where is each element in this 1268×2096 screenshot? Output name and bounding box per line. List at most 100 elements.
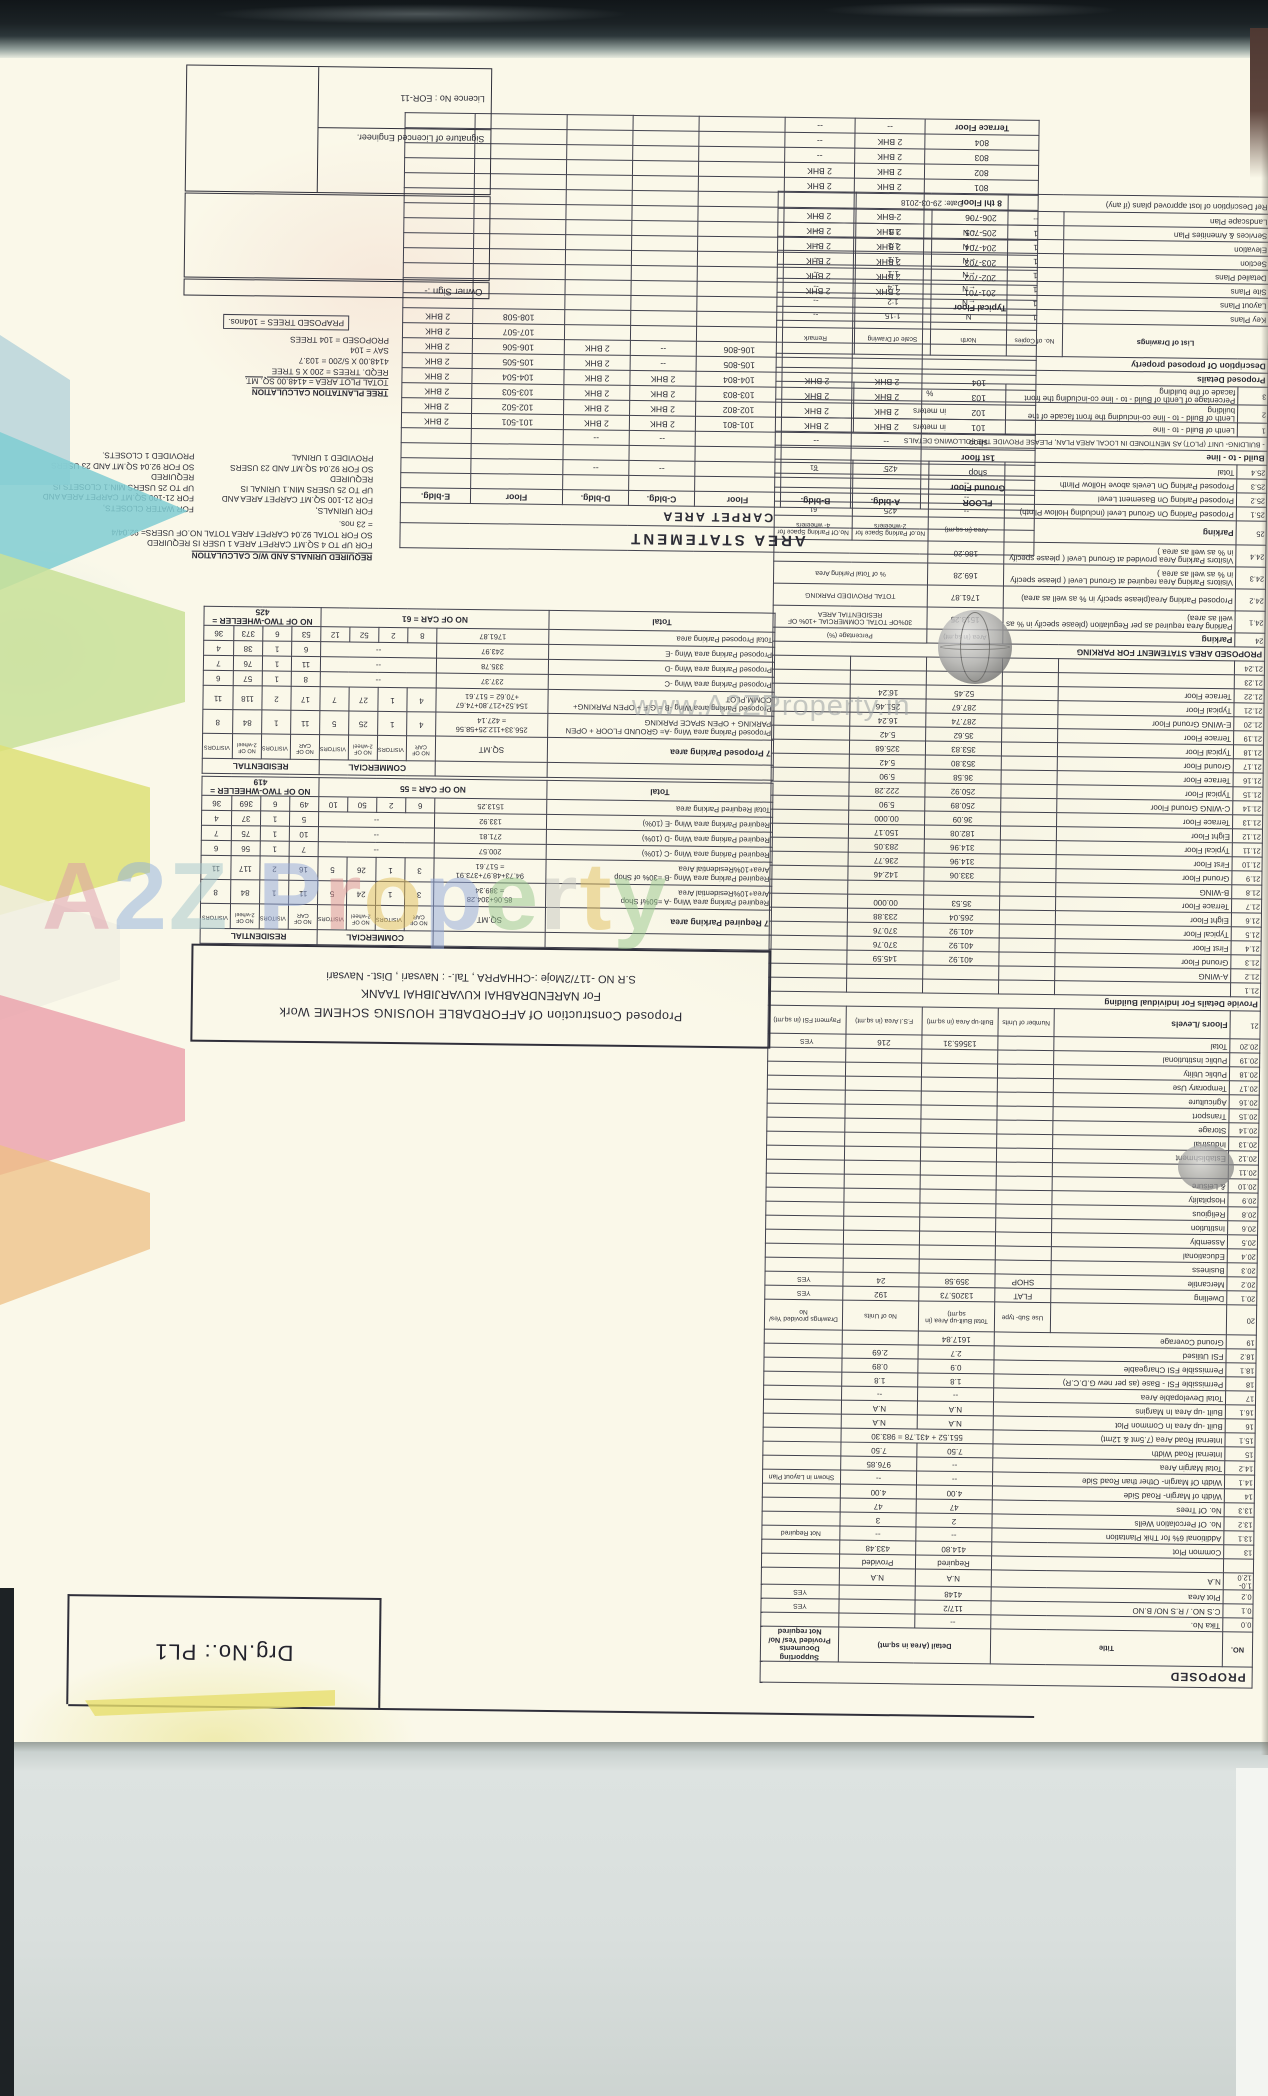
table-cell: 101-801 — [695, 416, 782, 433]
table-cell — [400, 442, 472, 459]
table-cell — [1223, 1559, 1254, 1574]
table-cell: 2 BHK — [781, 417, 852, 434]
table-cell: Total Margin Area — [992, 1458, 1225, 1476]
table-cell: 47 — [916, 1499, 993, 1515]
table-cell — [763, 1343, 843, 1359]
table-cell: 7 — [201, 825, 232, 841]
table-cell: 2 BHK — [783, 222, 854, 239]
table-cell: Tika No. — [990, 1614, 1223, 1632]
table-cell: E-bldg. — [400, 487, 471, 504]
table-cell: % of Total Parking Area — [773, 561, 928, 586]
table-cell: N.A — [841, 1414, 918, 1430]
table-cell — [843, 1188, 921, 1204]
table-cell: 4 — [406, 711, 436, 737]
table-cell: 8 — [202, 709, 233, 734]
table-cell: 1 — [261, 709, 291, 735]
paper-sheet: Drg.No.: PL1 PROPOSED NO. Title Detail (Are… — [0, 55, 1268, 1812]
table-cell: 2 BHK — [854, 148, 925, 164]
table-cell: 49 — [289, 796, 319, 812]
table-cell: Typical Floor — [922, 298, 1037, 316]
table-cell: 7 — [203, 655, 234, 671]
table-cell: 1 — [260, 810, 290, 827]
project-title-line2: For NARENDRABHAI KUVARJIBHAI TAANK — [360, 986, 602, 1004]
table-cell — [767, 1089, 846, 1105]
table-cell: 2 BHK — [853, 208, 925, 224]
table-cell: 76 — [233, 655, 263, 671]
table-cell — [921, 1049, 998, 1065]
table-cell: YES — [764, 1285, 843, 1301]
table-cell — [1001, 756, 1058, 771]
table-cell: 1.8 — [917, 1373, 994, 1389]
table-cell — [1000, 840, 1057, 855]
table-cell — [565, 204, 633, 221]
table-cell — [838, 1612, 915, 1628]
table-cell: VISITORS — [202, 733, 233, 759]
table-cell: C-bldg. — [628, 490, 695, 507]
table-cell — [562, 474, 629, 491]
table-cell — [632, 115, 700, 132]
table-cell: Title — [990, 1628, 1223, 1667]
table-cell — [1001, 770, 1058, 785]
table-cell: shop — [920, 463, 1035, 481]
table-cell — [919, 1189, 997, 1205]
table-cell — [766, 1173, 845, 1189]
table-cell: Assembly — [1051, 1232, 1228, 1250]
table-cell: 2 BHK — [782, 282, 854, 299]
table-cell: 2 BHK — [629, 370, 697, 387]
table-cell: 107-507 — [472, 323, 565, 340]
table-cell: 803 — [924, 148, 1039, 166]
table-cell — [782, 357, 853, 374]
table-cell — [565, 219, 632, 236]
table-cell — [767, 1075, 846, 1091]
table-cell: Required Parking area Wing -E (10%) — [546, 814, 773, 833]
table-cell — [996, 1148, 1053, 1163]
table-cell: 5.42 — [849, 726, 926, 742]
table-cell — [400, 457, 471, 474]
table-cell — [470, 443, 564, 460]
table-cell: 433.48 — [839, 1540, 916, 1556]
table-cell: 21.18 — [1233, 745, 1264, 760]
table-cell: 2 BHK — [783, 237, 854, 254]
table-cell: 104 — [921, 373, 1037, 391]
table-cell — [922, 313, 1037, 331]
table-cell: 373 — [233, 625, 263, 641]
table-cell: N.A — [917, 1415, 994, 1431]
table-cell: 6 — [291, 641, 321, 657]
table-cell: Not Required — [761, 1525, 840, 1541]
table-cell: Percentage of Lenth of Build - to - line… — [1005, 384, 1238, 406]
table-cell: -- — [784, 132, 855, 149]
table-cell: 13.1 — [1223, 1531, 1254, 1546]
table-cell — [696, 326, 783, 343]
table-cell — [999, 924, 1056, 939]
table-cell: -- — [629, 430, 696, 447]
table-cell: 12 — [320, 626, 350, 643]
table-cell — [763, 1399, 842, 1415]
table-cell: Visitors Parking Area required at Ground… — [1003, 564, 1236, 590]
table-cell: 222.28 — [848, 782, 926, 798]
table-cell: 150.17 — [848, 824, 925, 840]
table-cell — [630, 280, 698, 297]
table-cell — [1000, 854, 1057, 869]
project-title-line3: S.R NO -117/2Moje :-CHHAPRA , Tal.- : Na… — [326, 969, 636, 986]
table-cell: 20.3 — [1227, 1263, 1258, 1278]
table-cell: 370.76 — [847, 922, 924, 938]
table-cell: 5 — [289, 811, 319, 827]
table-cell — [1050, 1302, 1227, 1336]
table-cell: 205-705 — [923, 223, 1038, 241]
table-cell: 11 — [291, 656, 321, 672]
table-cell: 182.08 — [924, 825, 1001, 841]
table-cell — [844, 1146, 921, 1162]
table-cell: Internal Road Area (7.5mt & 12mt) — [992, 1430, 1226, 1448]
table-cell — [845, 1090, 922, 1106]
table-cell: 333.06 — [923, 867, 1001, 883]
table-cell: 6 — [260, 795, 290, 812]
table-cell: Total Developable Area — [993, 1388, 1226, 1406]
table-cell: 11 — [202, 685, 234, 710]
table-cell — [921, 1091, 998, 1107]
table-cell — [1000, 812, 1057, 827]
table-cell: 38 — [233, 640, 263, 656]
table-cell — [470, 473, 563, 490]
table-cell — [843, 1244, 920, 1260]
table-cell — [698, 131, 785, 148]
text-line: SO FOR 92.04 SQ.MT AND 23 USERS — [230, 463, 374, 474]
